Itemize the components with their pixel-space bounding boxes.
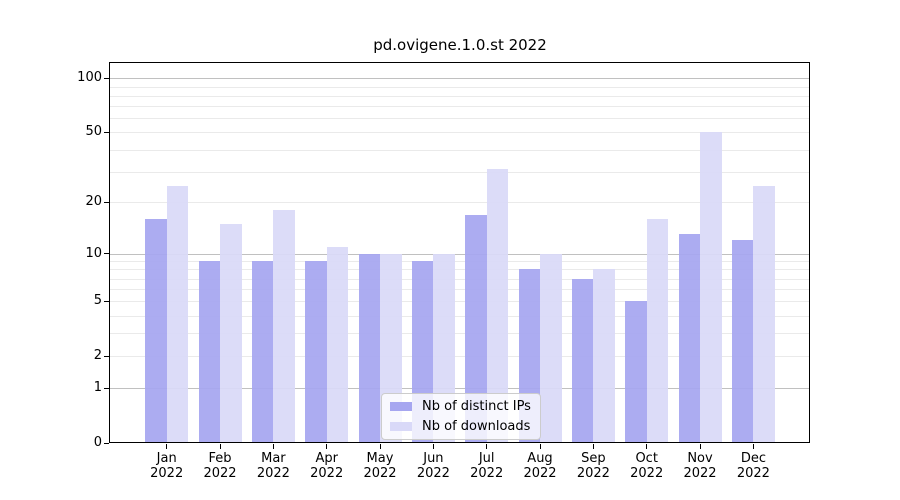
legend: Nb of distinct IPs Nb of downloads (381, 393, 541, 440)
bar-distinct-ips-oct (625, 301, 647, 443)
bar-distinct-ips-jul (465, 214, 487, 443)
gridline-y-7 (110, 278, 810, 280)
gridline-y-60 (110, 118, 810, 120)
x-tick-mark-jan (166, 444, 168, 449)
gridline-y-30 (110, 171, 810, 173)
x-tick-mark-may (379, 444, 381, 449)
gridline-y-3 (110, 333, 810, 335)
x-tick-mark-oct (646, 444, 648, 449)
x-tick-label-apr: Apr 2022 (310, 451, 344, 481)
bar-downloads-feb (220, 223, 242, 443)
bar-distinct-ips-jan (145, 219, 167, 443)
x-tick-label-jul: Jul 2022 (470, 451, 504, 481)
gridline-y-100 (110, 78, 810, 80)
legend-label-downloads: Nb of downloads (422, 419, 531, 434)
x-tick-mark-dec (752, 444, 754, 449)
y-tick-label-20: 20 (85, 194, 102, 210)
y-tick-label-5: 5 (93, 293, 102, 309)
x-tick-label-jan: Jan 2022 (150, 451, 184, 481)
bar-distinct-ips-sep (571, 278, 594, 443)
x-tick-label-jun: Jun 2022 (416, 451, 450, 481)
x-tick-label-aug: Aug 2022 (523, 451, 557, 481)
bar-distinct-ips-mar (251, 261, 274, 443)
gridline-y-1 (110, 388, 810, 390)
y-tick-label-50: 50 (85, 124, 102, 140)
bar-distinct-ips-dec (731, 240, 754, 443)
y-tick-mark-1 (104, 387, 109, 389)
x-tick-label-nov: Nov 2022 (683, 451, 717, 481)
bar-distinct-ips-apr (305, 261, 327, 443)
bar-downloads-mar (273, 210, 295, 443)
x-tick-mark-jul (486, 444, 488, 449)
bar-downloads-sep (593, 269, 615, 443)
bar-downloads-jan (166, 185, 189, 443)
x-tick-mark-feb (219, 444, 221, 449)
chart-title: pd.ovigene.1.0.st 2022 (373, 36, 547, 54)
y-tick-label-2: 2 (93, 348, 102, 364)
y-tick-mark-10 (104, 253, 109, 254)
x-tick-mark-sep (592, 444, 594, 449)
gridline-y-8 (110, 269, 810, 271)
gridline-y-4 (110, 315, 810, 317)
y-tick-label-0: 0 (93, 435, 102, 450)
y-tick-mark-2 (104, 355, 109, 357)
x-tick-mark-mar (272, 444, 274, 449)
gridline-y-80 (110, 95, 810, 97)
legend-item-distinct-ips: Nb of distinct IPs (390, 399, 531, 414)
bar-distinct-ips-may (358, 253, 380, 443)
y-tick-label-100: 100 (77, 70, 102, 86)
gridline-y-40 (110, 149, 810, 151)
bar-downloads-apr (326, 246, 349, 443)
x-tick-label-sep: Sep 2022 (576, 451, 610, 481)
x-tick-mark-apr (326, 444, 328, 449)
legend-label-distinct-ips: Nb of distinct IPs (422, 399, 531, 414)
gridline-y-9 (110, 261, 810, 262)
bar-downloads-jul (486, 169, 509, 443)
x-tick-label-oct: Oct 2022 (630, 451, 664, 481)
gridline-y-70 (110, 106, 810, 108)
x-tick-label-mar: Mar 2022 (256, 451, 290, 481)
x-tick-mark-nov (699, 444, 701, 449)
y-tick-mark-100 (104, 77, 109, 79)
y-tick-mark-20 (104, 201, 109, 203)
x-tick-mark-aug (539, 444, 541, 449)
x-tick-mark-jun (432, 444, 434, 449)
bar-downloads-oct (646, 219, 669, 443)
y-tick-label-1: 1 (93, 380, 102, 396)
gridline-y-20 (110, 202, 810, 204)
gridline-y-50 (110, 132, 810, 134)
bar-distinct-ips-nov (678, 234, 700, 443)
x-tick-label-feb: Feb 2022 (203, 451, 237, 481)
bar-downloads-dec (753, 185, 775, 443)
gridline-y-5 (110, 301, 810, 303)
y-tick-mark-5 (104, 300, 109, 302)
legend-swatch-distinct-ips-icon (390, 402, 412, 411)
bar-downloads-nov (700, 132, 722, 443)
x-tick-label-may: May 2022 (363, 451, 397, 481)
y-tick-label-10: 10 (85, 245, 102, 261)
bar-downloads-aug (540, 253, 562, 443)
gridline-y-10 (110, 253, 810, 255)
y-tick-mark-50 (104, 131, 109, 133)
legend-item-downloads: Nb of downloads (390, 419, 531, 434)
y-tick-mark-0 (104, 442, 109, 444)
gridline-y-2 (110, 356, 810, 358)
legend-swatch-downloads-icon (390, 422, 412, 431)
bar-distinct-ips-feb (198, 261, 220, 443)
gridline-y-90 (110, 86, 810, 88)
x-tick-label-dec: Dec 2022 (736, 451, 770, 481)
gridline-y-6 (110, 289, 810, 291)
